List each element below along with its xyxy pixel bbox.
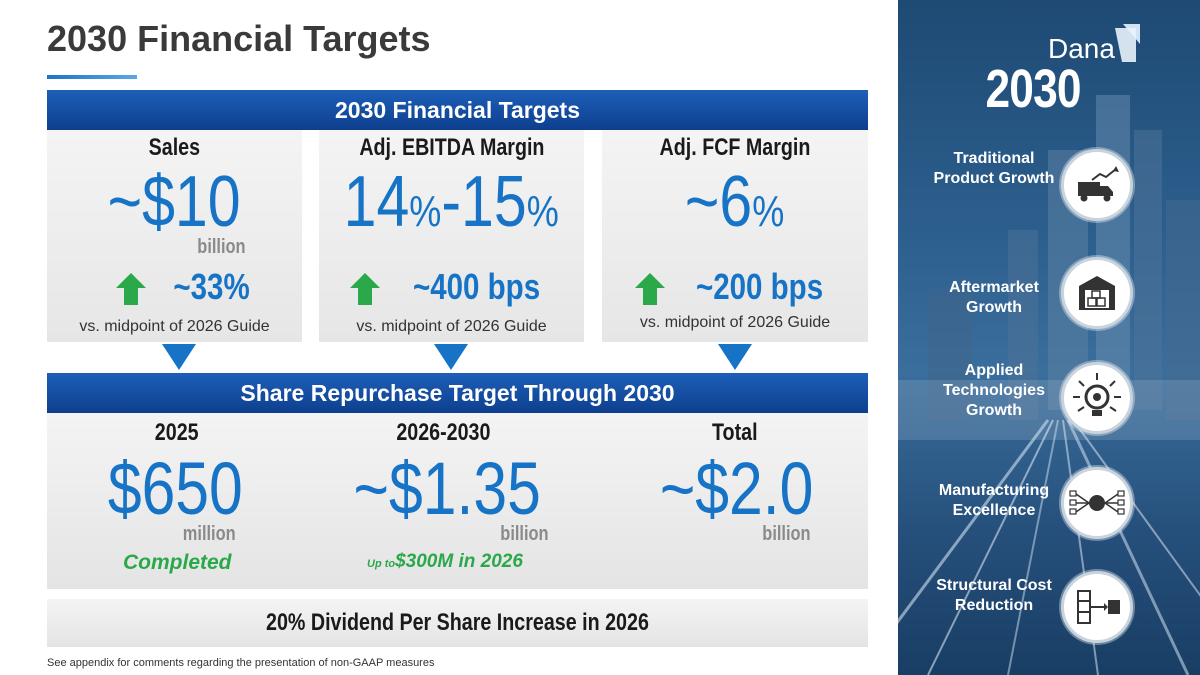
repurchase-2025-heading: 2025 (155, 419, 199, 446)
dana-logo-word: Dana (1048, 33, 1115, 64)
process-flow-icon (1061, 571, 1133, 643)
repurchase-2026-2030-value: ~$1.35 (353, 447, 541, 530)
repurchase-card: 2025 $650 million Completed 2026-2030 ~$… (47, 413, 868, 589)
sales-comparison: vs. midpoint of 2026 Guide (79, 318, 270, 335)
up-arrow-icon (116, 273, 146, 305)
ebitda-comparison: vs. midpoint of 2026 Guide (356, 318, 547, 335)
up-arrow-icon (635, 273, 665, 305)
ebitda-heading: Adj. EBITDA Margin (358, 134, 545, 161)
share-repurchase-band: Share Repurchase Target Through 2030 (47, 373, 868, 413)
page-title: 2030 Financial Targets (47, 18, 431, 59)
truck-growth-icon (1061, 149, 1133, 221)
repurchase-total-value: ~$2.0 (660, 447, 814, 530)
down-arrow-icon (718, 344, 752, 370)
dana-2030-logo: 2030 (985, 59, 1081, 119)
financial-targets-band: 2030 Financial Targets (47, 90, 868, 130)
repurchase-2026-2030-note: Up to$300M in 2026 (367, 551, 523, 572)
repurchase-total-unit: billion (762, 523, 811, 545)
ebitda-card: Adj. EBITDA Margin 14%-15% ~400 bps vs. … (319, 130, 584, 342)
sales-value: ~$10 (108, 162, 241, 242)
warehouse-icon (1061, 257, 1133, 329)
fcf-value: ~6% (685, 162, 785, 242)
repurchase-2025-note: Completed (123, 551, 232, 574)
repurchase-2025-value: $650 (107, 447, 243, 530)
pillar-structural-cost-reduction-label: Structural Cost Reduction (936, 577, 1052, 614)
ebitda-value: 14%-15% (343, 162, 560, 242)
up-arrow-icon (350, 273, 380, 305)
fcf-delta: ~200 bps (695, 266, 824, 307)
sales-card: Sales ~$10 billion ~33% vs. midpoint of … (47, 130, 302, 342)
fcf-card: Adj. FCF Margin ~6% ~200 bps vs. midpoin… (602, 130, 868, 342)
fcf-heading: Adj. FCF Margin (659, 134, 811, 161)
sales-delta: ~33% (173, 266, 250, 307)
repurchase-2026-2030-unit: billion (500, 523, 549, 545)
lightbulb-gear-icon (1061, 362, 1133, 434)
footnote: See appendix for comments regarding the … (47, 657, 435, 669)
repurchase-total-heading: Total (712, 419, 758, 446)
ebitda-delta: ~400 bps (412, 266, 541, 307)
pillar-applied-technologies-growth-label: Applied Technologies Growth (943, 362, 1045, 419)
dividend-band: 20% Dividend Per Share Increase in 2026 (47, 599, 868, 647)
down-arrow-icon (162, 344, 196, 370)
global-network-icon (1061, 467, 1133, 539)
down-arrow-icon (434, 344, 468, 370)
repurchase-2025-unit: million (182, 523, 236, 545)
pillar-manufacturing-excellence-label: Manufacturing Excellence (938, 482, 1050, 519)
pillar-aftermarket-growth-label: Aftermarket Growth (949, 279, 1039, 316)
repurchase-2026-2030-heading: 2026-2030 (395, 419, 491, 446)
title-underline (47, 75, 137, 79)
sales-unit: billion (197, 236, 246, 258)
sales-heading: Sales (148, 134, 201, 161)
fcf-comparison: vs. midpoint of 2026 Guide (639, 314, 831, 331)
pillar-traditional-product-growth-label: Traditional Product Growth (933, 150, 1055, 187)
